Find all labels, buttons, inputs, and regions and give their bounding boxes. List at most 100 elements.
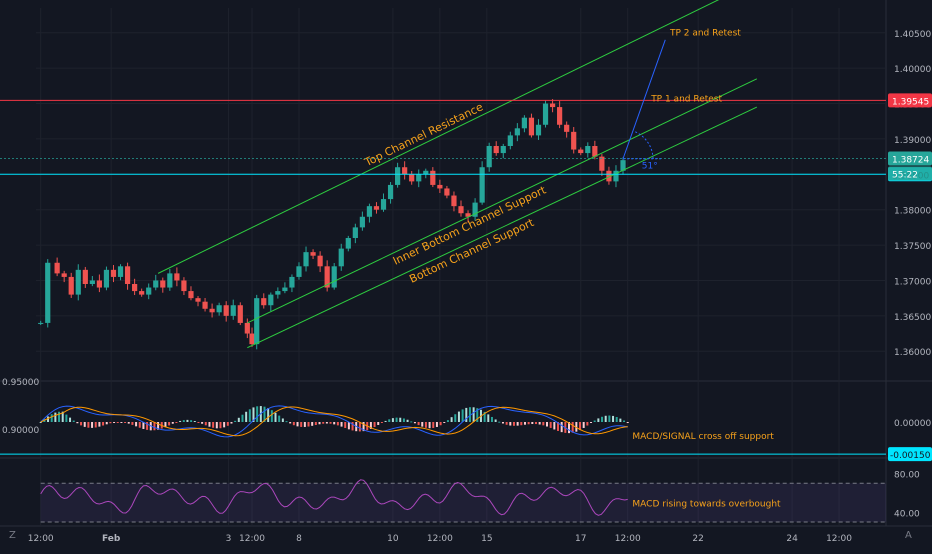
macd-histogram-bar [204,422,207,426]
angle-arc [634,131,654,159]
macd-histogram-bar [516,422,519,426]
macd-histogram-bar [208,422,211,427]
time-tick-label: 12:00 [427,534,453,544]
candle-body [599,156,605,171]
macd-histogram-bar [406,419,409,422]
macd-histogram-bar [476,408,479,422]
macd-histogram-bar [377,422,380,425]
candle-body [45,262,51,323]
macd-histogram-bar [494,419,497,422]
macd-line [40,405,628,438]
macd-histogram-bar [252,407,255,422]
candle-body [117,266,124,277]
macd-histogram-bar [256,406,259,422]
candle-body [103,269,110,288]
macd-histogram-bar [179,420,182,422]
macd-histogram-bar [248,409,251,422]
time-tick-label: 12:00 [28,534,54,544]
macd-histogram-bar [336,422,339,426]
candle-body [387,184,394,200]
channel-line [157,0,720,274]
candle-body [38,322,44,324]
macd-histogram-bar [432,422,435,428]
macd-level-label: -0.00150 [890,451,931,461]
candle-body [507,135,513,146]
macd-histogram-bar [91,422,94,428]
candle-body [345,238,351,249]
macd-histogram-bar [391,418,394,422]
macd-histogram-bar [344,422,347,429]
candle-body [416,174,422,182]
macd-histogram-bar [303,422,306,427]
candle-body [331,266,337,288]
macd-histogram-bar [619,418,622,422]
macd-histogram-bar [380,422,383,423]
macd-histogram-bar [289,422,292,424]
macd-histogram-bar [384,420,387,422]
candle-body [181,280,187,292]
macd-histogram-bar [109,422,112,424]
macd-histogram-bar [329,422,332,424]
macd-histogram-bar [47,416,50,422]
macd-histogram-bar [263,406,266,422]
macd-histogram-bar [153,422,156,431]
macd-histogram-bar [604,415,607,422]
candle-body [521,117,527,129]
candle-body [82,269,88,284]
macd-histogram-bar [465,407,468,422]
candle-body [592,146,598,157]
candle-body [585,146,591,154]
macd-histogram-bar [428,422,431,429]
macd-histogram-bar [318,422,321,425]
price-tick-label: 1.39000 [894,136,931,146]
macd-histogram-bar [454,414,457,422]
candle-body [549,103,556,108]
macd-histogram-bar [164,422,167,428]
macd-histogram-bar [83,422,86,427]
macd-histogram-bar [285,421,288,423]
macd-histogram-bar [520,422,523,426]
candle-body [458,206,464,214]
macd-histogram-bar [175,422,178,423]
macd-histogram-bar [461,409,464,422]
candle-body [310,252,316,256]
macd-histogram-bar [549,422,552,428]
macd-histogram-bar [579,422,582,431]
candle-body [303,252,309,267]
candle-body [423,170,429,175]
macd-histogram-bar [490,416,493,422]
macd-histogram-bar [608,415,611,422]
macd-histogram-bar [586,422,589,426]
corner-button-a[interactable]: A [905,530,912,541]
macd-histogram-bar [237,417,240,422]
candle-body [230,305,236,316]
macd-histogram-bar [410,421,413,423]
price-level-label: 1.39545 [892,97,929,107]
candle-body [444,188,450,196]
price-level-label: 1.38724 [892,155,929,165]
macd-histogram-bar [417,422,420,426]
rsi-band-fill [40,483,887,522]
price-tick-label: 1.36500 [894,313,931,323]
macd-histogram-bar [230,422,233,424]
macd-histogram-bar [39,422,42,423]
time-tick-label: 15 [481,534,492,544]
macd-histogram-bar [340,422,343,427]
macd-histogram-bar [105,422,108,425]
macd-histogram-bar [468,407,471,422]
corner-button-z[interactable]: Z [9,530,16,541]
candle-body [578,149,584,154]
macd-histogram-bar [505,422,508,425]
candle-body [132,284,138,292]
macd-histogram-bar [446,420,449,422]
candle-body [437,184,443,189]
price-tick-label: 1.36000 [894,348,931,358]
macd-histogram-bar [399,417,402,422]
macd-histogram-bar [590,422,593,423]
candle-body [209,308,215,313]
candle-body [564,124,570,132]
macd-histogram-bar [483,411,486,422]
candle-body [195,298,201,302]
